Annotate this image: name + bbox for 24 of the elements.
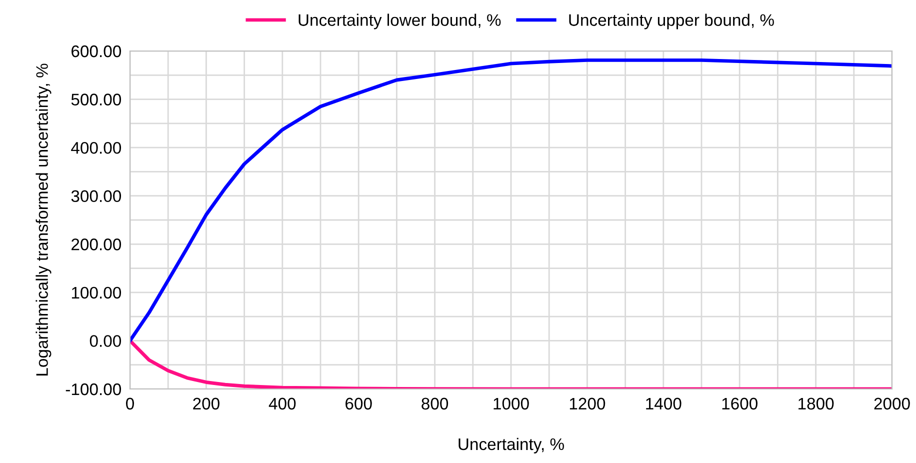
x-tick-label: 0 — [126, 398, 134, 410]
y-tick-label: -100.00 — [66, 383, 122, 396]
legend-label: Uncertainty lower bound, % — [298, 14, 501, 30]
y-axis-title: Logarithmically transformed uncertainty, % — [36, 64, 52, 376]
y-tick-label: 400.00 — [71, 142, 122, 154]
x-tick-label: 2000 — [874, 398, 910, 410]
x-tick-label: 600 — [346, 398, 372, 410]
y-tick-label: 100.00 — [72, 286, 122, 299]
y-tick-label: 500.00 — [71, 94, 122, 106]
x-tick-label: 200 — [193, 398, 220, 410]
x-axis-title: Uncertainty, % — [458, 438, 564, 454]
y-tick-label: 0.00 — [90, 335, 122, 347]
x-tick-label: 1800 — [798, 398, 834, 410]
y-tick-label: 600.00 — [72, 45, 122, 58]
x-tick-label: 800 — [422, 398, 448, 410]
y-tick-label: 200.00 — [72, 238, 122, 250]
x-tick-label: 1400 — [646, 398, 682, 410]
x-tick-label: 400 — [268, 398, 296, 410]
y-tick-label: 300.00 — [71, 190, 122, 202]
x-tick-label: 1600 — [722, 398, 758, 410]
x-tick-label: 1000 — [494, 398, 529, 410]
x-tick-label: 1200 — [570, 398, 606, 410]
line-series — [130, 58, 892, 342]
legend-label: Uncertainty upper bound, % — [569, 14, 774, 30]
